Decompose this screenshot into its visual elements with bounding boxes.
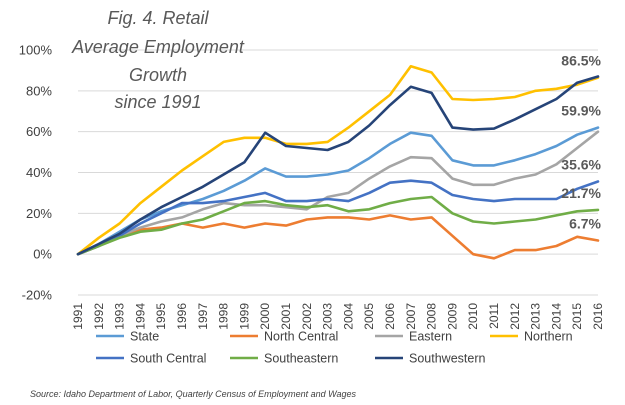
legend-item-south-central: South Central [96,352,206,366]
x-tick-label: 2011 [487,303,501,329]
end-label-north-central: 6.7% [569,215,601,231]
legend-item-north-central: North Central [230,330,338,344]
series-line-eastern [76,130,600,256]
x-tick-label: 2009 [445,303,459,330]
legend: State North Central Eastern Northern South C… [96,330,573,366]
series-line-south-central [76,179,600,256]
y-tick-label: 100% [19,43,53,58]
y-tick-label: 0% [33,247,52,262]
x-tick-label: 2000 [258,303,272,330]
chart-title: Fig. 4. Retail Average Employment Growth… [71,8,245,112]
series-line-southwestern [76,75,600,256]
x-tick-label: 2012 [508,303,522,330]
legend-label: Northern [524,330,573,344]
legend-label: State [130,330,159,344]
x-tick-label: 2010 [466,303,480,330]
series-line-north-central [76,214,600,260]
end-labels: 86.5% 59.9% 35.6% 21.7% 6.7% [561,53,601,232]
legend-label: Eastern [409,330,452,344]
x-tick-label: 2014 [549,303,563,330]
chart-title-line-1: Fig. 4. Retail [107,8,209,28]
legend-label: North Central [264,330,338,344]
y-tick-label: 80% [26,83,52,98]
chart-title-line-4: since 1991 [114,92,201,112]
x-tick-label: 1993 [113,303,127,330]
x-tick-label: 2013 [529,303,543,330]
x-tick-label: 1992 [92,303,106,330]
x-tick-label: 2015 [570,303,584,330]
x-tick-label: 1999 [237,303,251,330]
chart-title-line-2: Average Employment [71,37,245,57]
end-label-south-central: 35.6% [561,156,601,172]
chart-title-line-3: Growth [129,65,187,85]
x-tick-label: 2006 [383,303,397,330]
end-label-northern: 86.5% [561,53,601,69]
x-tick-label: 2007 [404,303,418,330]
y-tick-label: -20% [22,288,53,303]
x-tick-label: 1991 [71,303,85,330]
series-line-northern [76,65,600,256]
y-tick-label: 20% [26,206,52,221]
x-tick-label: 1998 [217,303,231,330]
source-note: Source: Idaho Department of Labor, Quart… [30,389,357,399]
y-axis: -20% 0% 20% 40% 60% 80% 100% [19,43,53,303]
end-label-southeastern: 21.7% [561,185,601,201]
legend-item-eastern: Eastern [375,330,452,344]
x-axis: 1991 1992 1993 1994 1995 1996 1997 1998 1999 2000… [71,303,605,330]
plot-area [76,65,600,260]
x-tick-label: 2016 [591,303,605,330]
x-tick-label: 2005 [362,303,376,330]
end-label-state: 59.9% [561,103,601,119]
x-tick-label: 2004 [341,303,355,330]
legend-item-southeastern: Southeastern [230,352,338,366]
series-line-southeastern [76,195,600,256]
legend-label: Southeastern [264,352,338,366]
x-tick-label: 1997 [196,303,210,330]
y-tick-label: 40% [26,165,52,180]
y-tick-label: 60% [26,124,52,139]
legend-item-state: State [96,330,159,344]
x-tick-label: 1996 [175,303,189,330]
legend-item-southwestern: Southwestern [375,352,485,366]
gridlines [78,49,598,296]
legend-label: Southwestern [409,352,485,366]
legend-label: South Central [130,352,206,366]
x-tick-label: 2002 [300,303,314,330]
legend-item-northern: Northern [490,330,573,344]
x-tick-label: 2003 [321,303,335,330]
x-tick-label: 1994 [133,303,147,330]
x-tick-label: 1995 [154,303,168,330]
x-tick-label: 2001 [279,303,293,330]
x-tick-label: 2008 [425,303,439,330]
